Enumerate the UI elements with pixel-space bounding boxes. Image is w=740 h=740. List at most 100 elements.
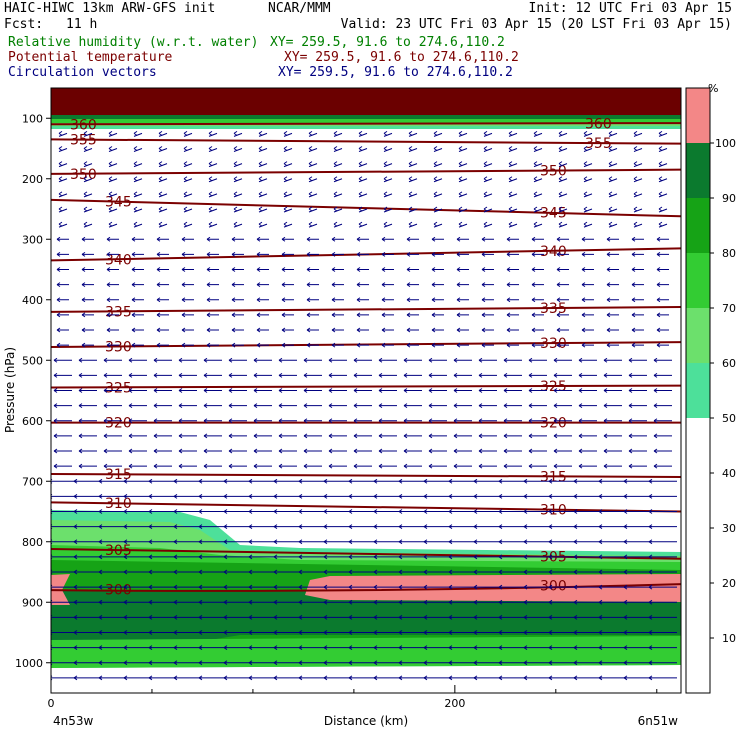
- wind-vector: [81, 312, 94, 318]
- wind-vector: [178, 418, 197, 424]
- wind-vector: [398, 599, 427, 605]
- theta-label-left: 355: [70, 133, 97, 149]
- wind-vector-head: [198, 599, 203, 605]
- wind-vector: [73, 569, 102, 575]
- wind-vector-head: [178, 433, 183, 439]
- wind-vector-shaft: [533, 148, 543, 152]
- wind-vector: [448, 539, 477, 545]
- wind-vector: [656, 312, 669, 318]
- wind-vector-head: [406, 327, 411, 333]
- wind-vector: [178, 448, 197, 454]
- wind-vector-head: [373, 584, 378, 590]
- wind-vector: [148, 493, 177, 499]
- wind-vector: [648, 630, 677, 635]
- wind-vector-head: [156, 282, 161, 288]
- wind-vector-head: [198, 645, 203, 651]
- wind-vector: [523, 478, 552, 484]
- wind-vector-shaft: [583, 208, 593, 213]
- wind-vector-head: [323, 539, 328, 545]
- wind-vector-head: [553, 403, 558, 409]
- wind-vector: [98, 599, 127, 605]
- wind-vector-head: [223, 614, 228, 620]
- wind-vector: [56, 282, 69, 288]
- wind-vector-head: [103, 448, 108, 454]
- wind-vector: [83, 191, 93, 198]
- wind-vector-head: [623, 675, 628, 681]
- wind-vector: [58, 146, 68, 152]
- wind-vector: [108, 206, 118, 213]
- wind-vector-head: [508, 221, 513, 227]
- wind-vector-head: [333, 130, 338, 136]
- wind-vector-shaft: [433, 148, 443, 152]
- wind-vector-head: [356, 342, 361, 348]
- wind-vector: [558, 161, 568, 168]
- wind-vector-head: [78, 463, 83, 469]
- wind-vector: [153, 357, 172, 363]
- wind-vector: [173, 524, 202, 530]
- wind-vector-head: [231, 236, 236, 242]
- wind-vector-head: [348, 630, 353, 635]
- wind-vector-shaft: [283, 208, 293, 213]
- wind-vector: [398, 509, 427, 514]
- wind-vector-head: [653, 448, 658, 454]
- wind-vector-head: [598, 509, 603, 514]
- wind-vector: [203, 403, 222, 409]
- wind-vector-head: [233, 176, 238, 182]
- wind-vector: [306, 236, 319, 242]
- wind-vector-head: [403, 418, 408, 424]
- wind-vector: [548, 630, 577, 635]
- wind-vector: [223, 493, 252, 499]
- wind-vector: [203, 418, 222, 424]
- wind-vector: [223, 599, 252, 605]
- wind-vector: [258, 161, 268, 168]
- wind-vector: [278, 448, 297, 454]
- wind-vector: [153, 403, 172, 409]
- wind-vector-head: [553, 463, 558, 469]
- wind-vector: [173, 569, 202, 575]
- wind-vector: [431, 312, 444, 318]
- wind-vector-head: [303, 357, 308, 363]
- wind-vector-head: [498, 554, 503, 560]
- wind-vector-shaft: [383, 148, 393, 152]
- wind-vector-head: [128, 418, 133, 424]
- wind-vector: [406, 297, 419, 303]
- wind-vector-head: [608, 221, 613, 227]
- wind-vector-head: [631, 297, 636, 303]
- wind-vector-shaft: [208, 208, 218, 213]
- wind-vector-head: [378, 388, 383, 393]
- wind-vector: [373, 539, 402, 545]
- wind-vector: [581, 236, 594, 242]
- wind-vector: [223, 554, 252, 560]
- wind-vector: [333, 146, 343, 152]
- wind-vector-shaft: [583, 178, 593, 183]
- wind-vector: [173, 509, 202, 514]
- wind-vector-shaft: [508, 132, 518, 137]
- wind-vector-shaft: [608, 208, 618, 213]
- wind-vector: [378, 448, 397, 454]
- wind-vector: [256, 267, 269, 272]
- wind-vector: [453, 433, 472, 439]
- wind-vector-head: [448, 584, 453, 590]
- wind-vector-head: [378, 463, 383, 469]
- theta-field-label: Potential temperature: [8, 50, 173, 65]
- wind-vector: [73, 645, 102, 651]
- wind-vector: [403, 403, 422, 409]
- wind-vector-head: [548, 599, 553, 605]
- wind-vector-head: [473, 614, 478, 620]
- wind-vector: [656, 342, 669, 348]
- wind-vector-head: [473, 569, 478, 575]
- wind-vector-head: [548, 630, 553, 635]
- wind-vector-head: [603, 357, 608, 363]
- wind-vector-head: [81, 297, 86, 303]
- wind-vector: [448, 584, 477, 590]
- wind-vector-head: [98, 599, 103, 605]
- wind-vector: [428, 433, 447, 439]
- wind-vector: [73, 524, 102, 530]
- wind-vector: [106, 251, 119, 257]
- wind-vector: [78, 433, 97, 439]
- wind-vector-head: [373, 660, 378, 666]
- wind-vector: [123, 614, 152, 620]
- wind-vector: [458, 191, 468, 198]
- wind-vector-head: [498, 478, 503, 484]
- wind-vector: [333, 206, 343, 213]
